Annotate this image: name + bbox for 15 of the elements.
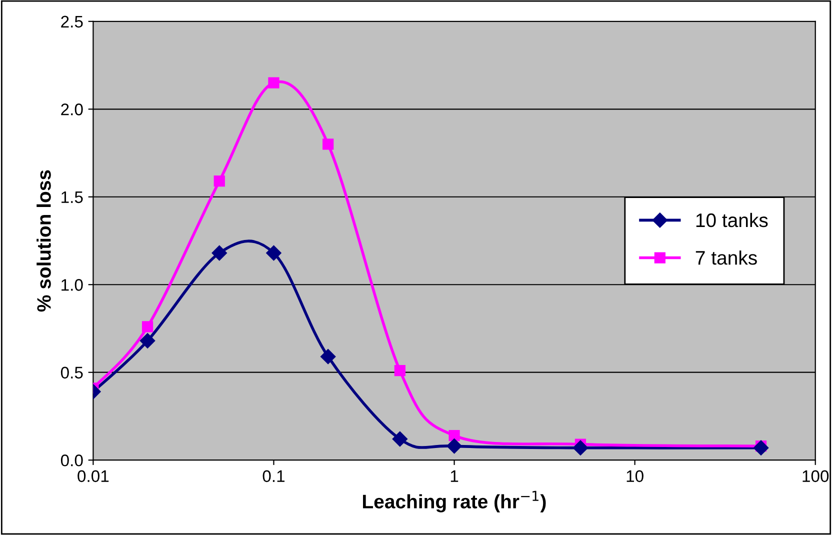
y-tick-label: 1.0 (62, 279, 83, 291)
x-tick-label: 0.01 (78, 470, 109, 482)
y-tick-label: 0.0 (60, 454, 83, 466)
y-tick-label: 0.5 (60, 366, 83, 379)
x-tick-label: 1 (450, 470, 458, 482)
legend-label: 7 tanks (696, 250, 757, 265)
y-tick-label: 2.5 (61, 16, 83, 28)
x-tick-label: 100 (802, 470, 829, 482)
x-tick-label: 10 (626, 470, 644, 482)
y-axis-title: % solution loss (36, 170, 51, 312)
x-tick-label: 0.1 (262, 470, 284, 482)
y-tick-label: 1.5 (62, 191, 83, 204)
x-axis-title: Leaching rate (hr$^{−1}$) (363, 490, 546, 512)
legend-label: 10 tanks (696, 212, 768, 228)
y-tick-label: 2.0 (61, 104, 83, 116)
